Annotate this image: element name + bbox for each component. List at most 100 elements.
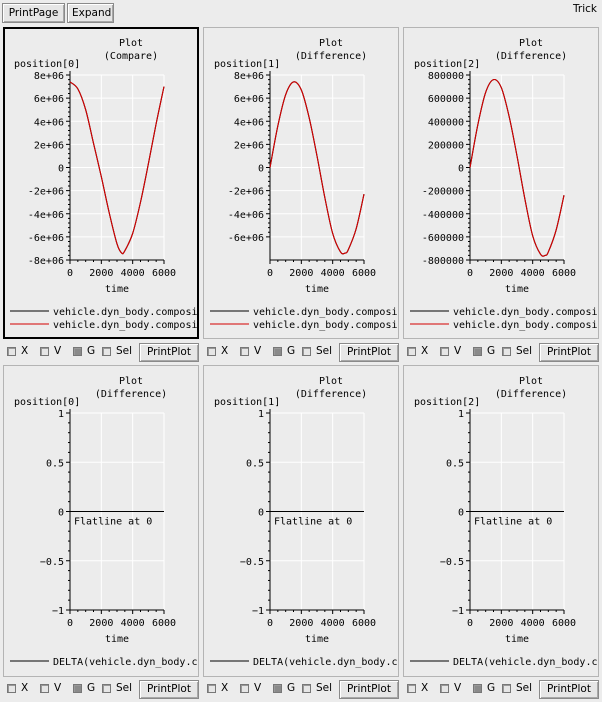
sel-checkbox[interactable]	[102, 347, 111, 356]
x-checkbox[interactable]	[407, 347, 416, 356]
plot-panel-6[interactable]: Plot (Difference) position[2] 1 0.5 0 −0.5 −1 0 2…	[403, 365, 599, 677]
x-tick-label: 2000	[289, 618, 313, 629]
x-tick-label: 6000	[552, 618, 576, 629]
plot-panel-4[interactable]: Plot (Difference) position[0] 1 0.5 0 −0.5 −1 0 2…	[3, 365, 199, 677]
chart-subtitle: (Difference)	[495, 51, 567, 62]
x-tick-label: 0	[67, 618, 73, 629]
chart-subtitle: (Compare)	[104, 51, 158, 62]
print-plot-button[interactable]: PrintPlot	[139, 680, 199, 699]
expand-button[interactable]: Expand	[67, 3, 114, 23]
sel-checkbox[interactable]	[102, 684, 111, 693]
print-plot-button[interactable]: PrintPlot	[339, 680, 399, 699]
g-checkbox[interactable]	[473, 684, 482, 693]
x-checkbox-label: X	[21, 682, 29, 694]
g-checkbox-label: G	[487, 682, 496, 694]
print-plot-button[interactable]: PrintPlot	[339, 343, 399, 362]
plot-panel-1[interactable]: Plot (Compare) position[0] 8e+06 6e+06 4e+06 2…	[3, 27, 199, 339]
y-tick-label: 200000	[428, 140, 464, 151]
y-tick-label: 1	[258, 409, 264, 420]
plot-controls-4: X V G Sel PrintPlot	[3, 679, 199, 699]
y-axis-label: position[0]	[14, 59, 80, 70]
toolbar: PrintPage Expand Trick	[0, 0, 602, 26]
sel-checkbox[interactable]	[502, 684, 511, 693]
y-tick-label: -200000	[422, 187, 464, 198]
sel-checkbox-label: Sel	[316, 345, 333, 357]
x-checkbox[interactable]	[407, 684, 416, 693]
y-tick-label: 1	[458, 409, 464, 420]
x-axis-label: time	[505, 284, 529, 295]
g-checkbox-label: G	[287, 345, 296, 357]
x-tick-label: 4000	[121, 268, 145, 279]
y-axis-label: position[2]	[414, 397, 480, 408]
y-tick-label: 0.5	[46, 458, 64, 469]
y-tick-label: -8e+06	[28, 256, 64, 267]
x-checkbox[interactable]	[7, 347, 16, 356]
g-checkbox-label: G	[487, 345, 496, 357]
g-checkbox[interactable]	[473, 347, 482, 356]
legend-entry-2: vehicle.dyn_body.composi	[53, 320, 197, 331]
x-tick-label: 0	[467, 268, 473, 279]
g-checkbox[interactable]	[273, 347, 282, 356]
y-tick-label: 4e+06	[234, 117, 264, 128]
legend-entry-2: vehicle.dyn_body.composi	[253, 320, 398, 331]
y-tick-label: −0.5	[40, 557, 64, 568]
chart-subtitle: (Difference)	[295, 51, 367, 62]
x-checkbox-label: X	[421, 682, 429, 694]
v-checkbox[interactable]	[240, 347, 249, 356]
x-tick-label: 2000	[489, 618, 513, 629]
y-tick-label: 2e+06	[234, 140, 264, 151]
print-plot-button[interactable]: PrintPlot	[539, 680, 599, 699]
chart-subtitle: (Difference)	[295, 389, 367, 400]
chart-subtitle: (Difference)	[95, 389, 167, 400]
g-checkbox[interactable]	[73, 347, 82, 356]
x-tick-label: 4000	[521, 618, 545, 629]
sel-checkbox[interactable]	[302, 684, 311, 693]
y-tick-label: -4e+06	[228, 210, 264, 221]
y-tick-label: 6e+06	[234, 94, 264, 105]
x-checkbox[interactable]	[207, 347, 216, 356]
series-line-2	[469, 78, 565, 257]
plot-panel-2[interactable]: Plot (Difference) position[1] 8e+06 6e+06 4e+…	[203, 27, 399, 339]
plot-controls-2: X V G Sel PrintPlot	[203, 342, 399, 362]
plot-panel-5[interactable]: Plot (Difference) position[1] 1 0.5 0 −0.5 −1 0 2…	[203, 365, 399, 677]
y-tick-label: -400000	[422, 210, 464, 221]
sel-checkbox[interactable]	[502, 347, 511, 356]
plot-panel-3[interactable]: Plot (Difference) position[2] 800000 600000 4…	[403, 27, 599, 339]
g-checkbox[interactable]	[273, 684, 282, 693]
plot-controls-3: X V G Sel PrintPlot	[403, 342, 599, 362]
x-axis-label: time	[105, 284, 129, 295]
g-checkbox[interactable]	[73, 684, 82, 693]
v-checkbox[interactable]	[440, 684, 449, 693]
y-axis-label: position[2]	[414, 59, 480, 70]
v-checkbox[interactable]	[40, 684, 49, 693]
v-checkbox[interactable]	[40, 347, 49, 356]
v-checkbox[interactable]	[440, 347, 449, 356]
chart-svg: Plot(Difference)position[2]10.50−0.5−10 2…	[410, 376, 598, 668]
y-tick-label: −1	[452, 606, 464, 617]
y-tick-label: 800000	[428, 71, 464, 82]
y-tick-label: 8e+06	[34, 71, 64, 82]
y-tick-label: 600000	[428, 94, 464, 105]
print-plot-button[interactable]: PrintPlot	[539, 343, 599, 362]
y-tick-label: 400000	[428, 117, 464, 128]
y-tick-label: 0	[258, 508, 264, 519]
x-tick-label: 0	[267, 618, 273, 629]
x-checkbox[interactable]	[7, 684, 16, 693]
app-title: Trick	[573, 3, 597, 15]
print-plot-button[interactable]: PrintPlot	[139, 343, 199, 362]
legend-entry-1: DELTA(vehicle.dyn_body.c	[453, 657, 598, 668]
series-line-2	[69, 81, 165, 255]
x-checkbox[interactable]	[207, 684, 216, 693]
v-checkbox-label: V	[54, 682, 62, 694]
flatline-annotation: Flatline at 0	[274, 517, 352, 528]
sel-checkbox-label: Sel	[116, 682, 133, 694]
x-tick-label: 0	[467, 618, 473, 629]
sel-checkbox[interactable]	[302, 347, 311, 356]
chart-svg: Plot (Difference) position[1]8e+06 6e+06 4e+…	[210, 38, 398, 331]
v-checkbox[interactable]	[240, 684, 249, 693]
x-tick-label: 2000	[289, 268, 313, 279]
x-tick-label: 4000	[321, 268, 345, 279]
y-tick-label: 0.5	[446, 458, 464, 469]
x-tick-label: 2000	[489, 268, 513, 279]
print-page-button[interactable]: PrintPage	[2, 3, 65, 23]
